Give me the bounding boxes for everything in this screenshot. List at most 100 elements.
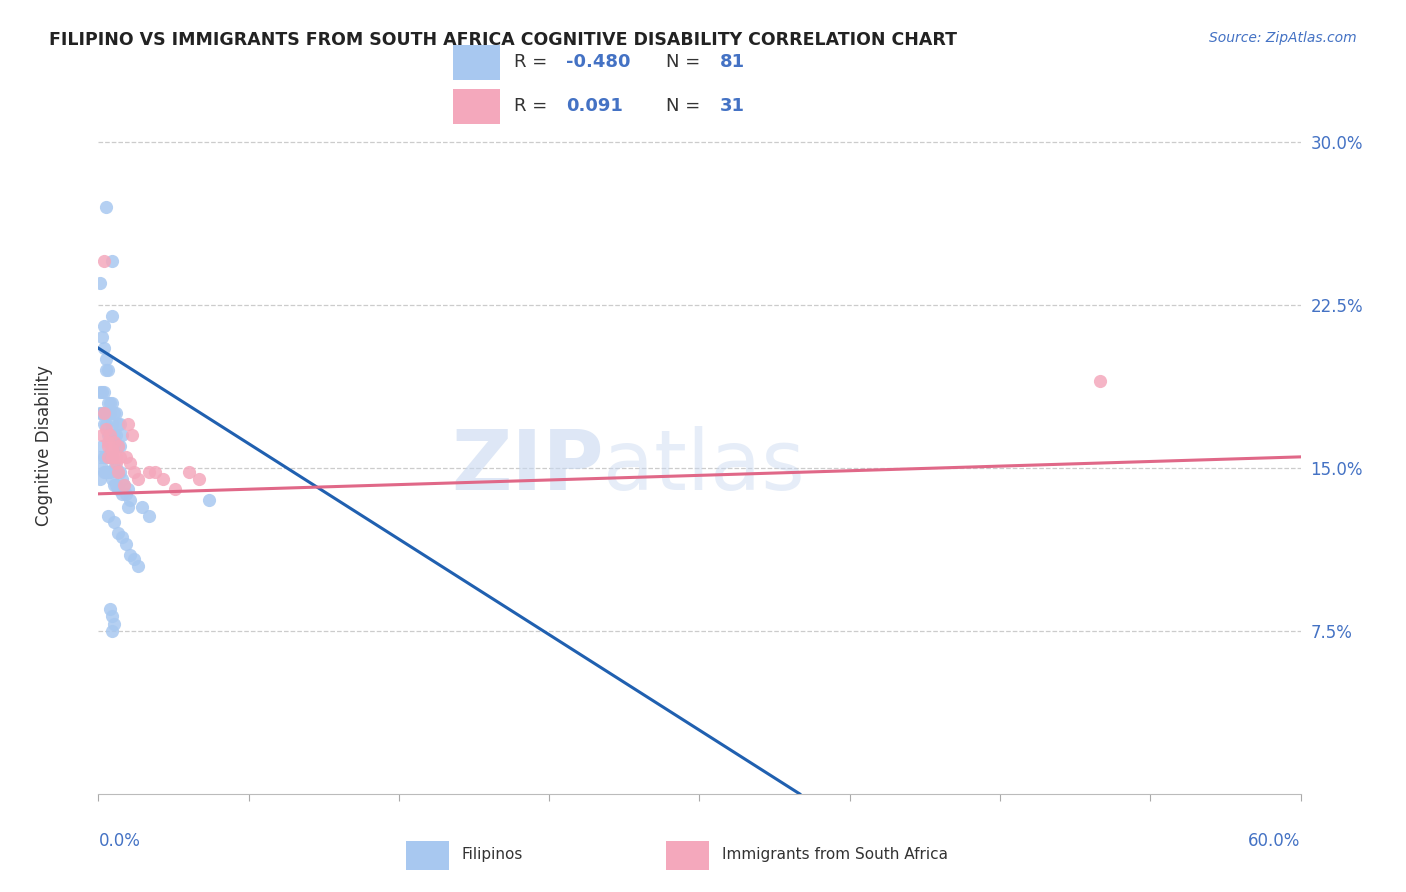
Point <box>105 478 128 492</box>
Point <box>101 254 124 268</box>
Point <box>100 406 122 420</box>
Text: atlas: atlas <box>603 426 806 508</box>
Point <box>89 384 111 399</box>
Point <box>93 384 115 399</box>
Point <box>103 460 125 475</box>
Point <box>91 439 114 453</box>
Point <box>97 395 120 409</box>
Point <box>117 483 139 497</box>
Point <box>117 417 139 432</box>
Point <box>96 406 118 420</box>
Point <box>124 465 146 479</box>
Point <box>97 439 120 453</box>
Text: -0.480: -0.480 <box>567 54 630 71</box>
Point <box>97 363 120 377</box>
Point <box>96 465 118 479</box>
Point <box>110 417 132 432</box>
Text: Source: ZipAtlas.com: Source: ZipAtlas.com <box>1209 31 1357 45</box>
Point <box>143 465 166 479</box>
Point <box>111 487 134 501</box>
Point <box>93 417 115 432</box>
Point <box>138 508 160 523</box>
Point <box>97 406 120 420</box>
Point <box>107 439 129 453</box>
Point <box>120 457 142 471</box>
Point <box>97 450 120 464</box>
Point <box>96 351 118 366</box>
Point <box>100 395 122 409</box>
Point <box>121 428 143 442</box>
Point <box>100 428 122 442</box>
Point <box>93 406 115 420</box>
Point <box>131 500 153 514</box>
Point <box>1088 374 1111 388</box>
Text: Immigrants from South Africa: Immigrants from South Africa <box>721 847 948 862</box>
Point <box>100 602 122 616</box>
Point <box>97 450 120 464</box>
Point <box>97 434 120 449</box>
Point <box>100 465 122 479</box>
Point <box>105 428 128 442</box>
Text: N =: N = <box>665 97 706 115</box>
Point <box>101 443 124 458</box>
Point <box>114 478 136 492</box>
Point <box>93 450 115 464</box>
Point <box>107 439 129 453</box>
Point <box>124 552 146 566</box>
Point <box>103 434 125 449</box>
Point <box>89 406 111 420</box>
Point <box>107 465 129 479</box>
Point <box>197 493 219 508</box>
Point <box>97 428 120 442</box>
Point <box>89 450 111 464</box>
Point <box>110 439 132 453</box>
Point <box>101 417 124 432</box>
Point <box>103 478 125 492</box>
Text: FILIPINO VS IMMIGRANTS FROM SOUTH AFRICA COGNITIVE DISABILITY CORRELATION CHART: FILIPINO VS IMMIGRANTS FROM SOUTH AFRICA… <box>49 31 957 49</box>
Point <box>107 483 129 497</box>
Text: 60.0%: 60.0% <box>1249 832 1301 850</box>
Point <box>103 428 125 442</box>
Point <box>89 276 111 290</box>
Point <box>103 617 125 632</box>
Point <box>105 457 128 471</box>
Point <box>105 406 128 420</box>
Point <box>103 515 125 529</box>
Point <box>115 450 138 464</box>
Point <box>96 450 118 464</box>
Point <box>152 472 174 486</box>
Text: Filipinos: Filipinos <box>461 847 523 862</box>
Point <box>107 417 129 432</box>
Point <box>107 526 129 541</box>
FancyBboxPatch shape <box>406 841 450 870</box>
Point <box>105 450 128 464</box>
Point <box>91 460 114 475</box>
Point <box>97 465 120 479</box>
Point <box>117 500 139 514</box>
FancyBboxPatch shape <box>666 841 709 870</box>
Point <box>101 443 124 458</box>
Point <box>101 450 124 464</box>
Point <box>100 428 122 442</box>
Point <box>96 200 118 214</box>
Point <box>101 608 124 623</box>
Point <box>111 530 134 544</box>
Point <box>93 465 115 479</box>
Point <box>103 406 125 420</box>
Point <box>97 508 120 523</box>
Point <box>96 363 118 377</box>
Point <box>89 472 111 486</box>
Text: 0.091: 0.091 <box>567 97 623 115</box>
Point <box>91 384 114 399</box>
Point <box>128 472 150 486</box>
Point <box>111 472 134 486</box>
Point <box>101 450 124 464</box>
Text: 0.0%: 0.0% <box>98 832 141 850</box>
Point <box>177 465 200 479</box>
Point <box>115 487 138 501</box>
Point <box>101 309 124 323</box>
Point <box>101 428 124 442</box>
Text: N =: N = <box>665 54 706 71</box>
Point <box>107 465 129 479</box>
Point <box>120 548 142 562</box>
